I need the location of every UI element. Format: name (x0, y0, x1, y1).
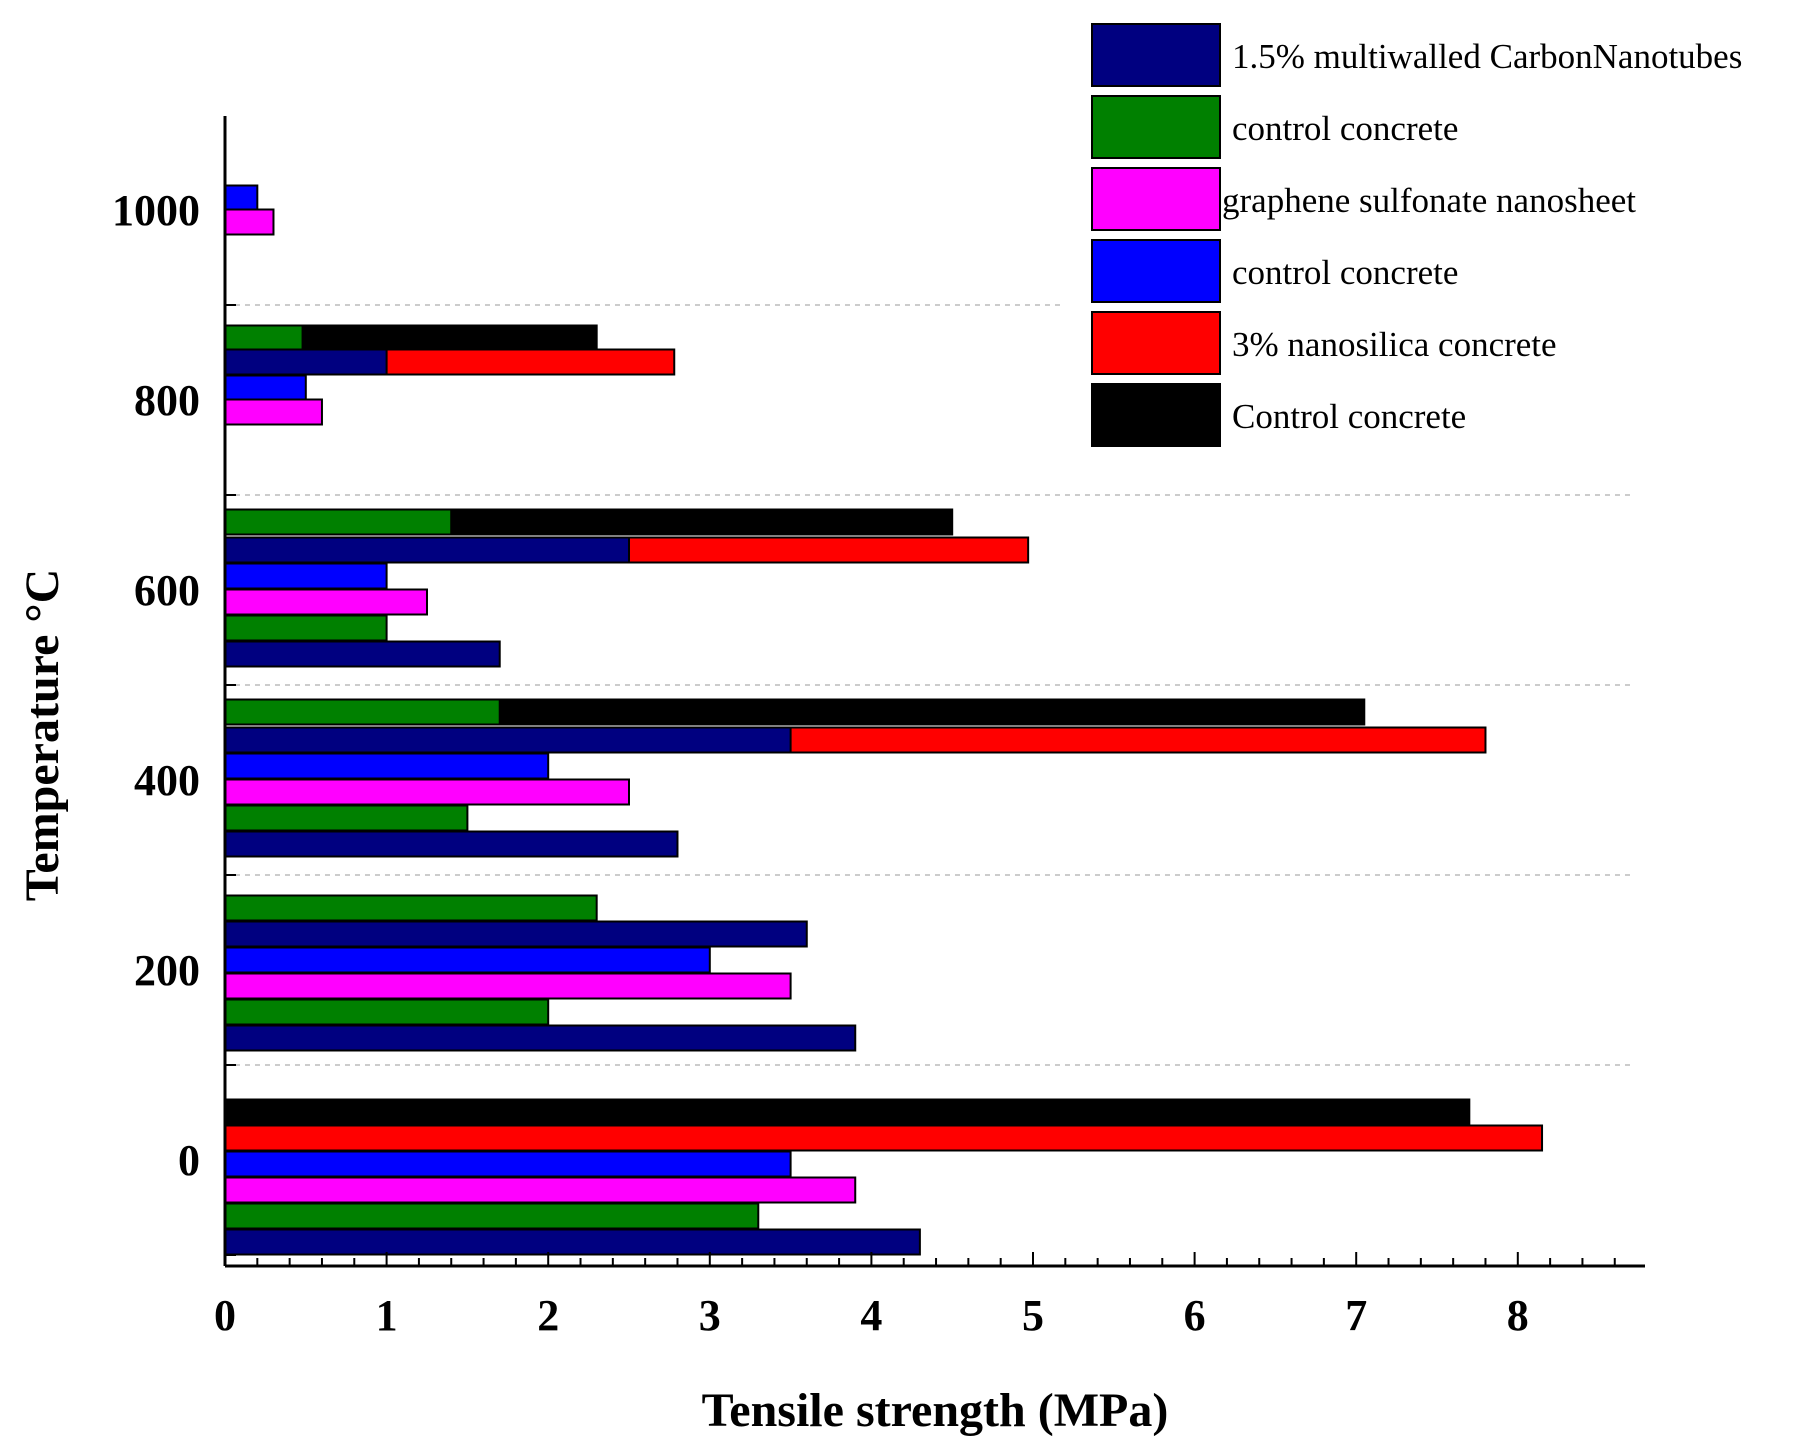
bar-33 (224, 398, 323, 426)
gridlines (225, 304, 1635, 1066)
bar-4 (224, 1202, 760, 1230)
legend-swatch-2 (1091, 167, 1221, 231)
y-tick-label: 600 (134, 566, 200, 615)
bar-3 (224, 1176, 857, 1204)
x-ticks: 0 1 2 3 4 5 6 7 8 (214, 1252, 1616, 1340)
bar-17 (224, 778, 630, 806)
legend-swatch-0 (1091, 23, 1221, 87)
legend-label-5: Control concrete (1232, 397, 1466, 436)
x-tick-label: 7 (1345, 1291, 1367, 1340)
bar-32 (224, 374, 307, 402)
legend-label-4: 3% nanosilica concrete (1232, 325, 1557, 364)
bar-1 (224, 1124, 1544, 1152)
legend-label-1: control concrete (1232, 109, 1458, 148)
bar-18 (224, 804, 469, 832)
bar-26 (224, 614, 388, 642)
legend-swatch-5 (1091, 383, 1221, 447)
x-tick-label: 4 (860, 1291, 882, 1340)
bars (224, 184, 1544, 1256)
bar-0 (224, 1098, 1471, 1126)
bar-10 (224, 998, 550, 1026)
x-axis-title: Tensile strength (MPa) (702, 1384, 1169, 1437)
bar-5 (224, 1228, 921, 1256)
y-tick-label: 200 (134, 946, 200, 995)
bar-34 (224, 184, 259, 212)
bar-35 (224, 208, 275, 236)
legend-label-2: graphene sulfonate nanosheet (1222, 181, 1636, 220)
axes (223, 116, 1645, 1268)
legend-swatch-4 (1091, 311, 1221, 375)
x-tick-label: 3 (699, 1291, 721, 1340)
bar-8 (224, 946, 711, 974)
bar-25 (224, 588, 428, 616)
y-tick-label: 800 (134, 376, 200, 425)
bar-24 (224, 562, 388, 590)
legend-swatch-3 (1091, 239, 1221, 303)
y-tick-label: 400 (134, 756, 200, 805)
bar-29 (224, 324, 304, 352)
x-tick-label: 1 (376, 1291, 398, 1340)
bar-23 (224, 536, 630, 564)
bar-2 (224, 1150, 792, 1178)
legend-label-3: control concrete (1232, 253, 1458, 292)
y-ticks: 0 200 400 600 800 1000 (112, 186, 236, 1256)
bar-13 (224, 698, 501, 726)
bar-19 (224, 830, 679, 858)
x-tick-label: 8 (1507, 1291, 1529, 1340)
x-tick-label: 6 (1184, 1291, 1206, 1340)
bar-6 (224, 894, 598, 922)
bar-7 (224, 920, 808, 948)
bar-9 (224, 972, 792, 1000)
x-tick-label: 0 (214, 1291, 236, 1340)
bar-31 (224, 348, 388, 376)
legend-swatch-1 (1091, 95, 1221, 159)
legend: 1.5% multiwalled CarbonNanotubes control … (1091, 23, 1742, 447)
bar-15 (224, 726, 792, 754)
y-tick-label: 0 (178, 1136, 200, 1185)
x-tick-label: 5 (1022, 1291, 1044, 1340)
bar-16 (224, 752, 550, 780)
bar-27 (224, 640, 501, 668)
x-tick-label: 2 (537, 1291, 559, 1340)
bar-11 (224, 1024, 857, 1052)
legend-label-0: 1.5% multiwalled CarbonNanotubes (1232, 37, 1742, 76)
y-tick-label: 1000 (112, 186, 200, 235)
bar-21 (224, 508, 453, 536)
y-axis-title: Temperature °C (16, 569, 69, 901)
